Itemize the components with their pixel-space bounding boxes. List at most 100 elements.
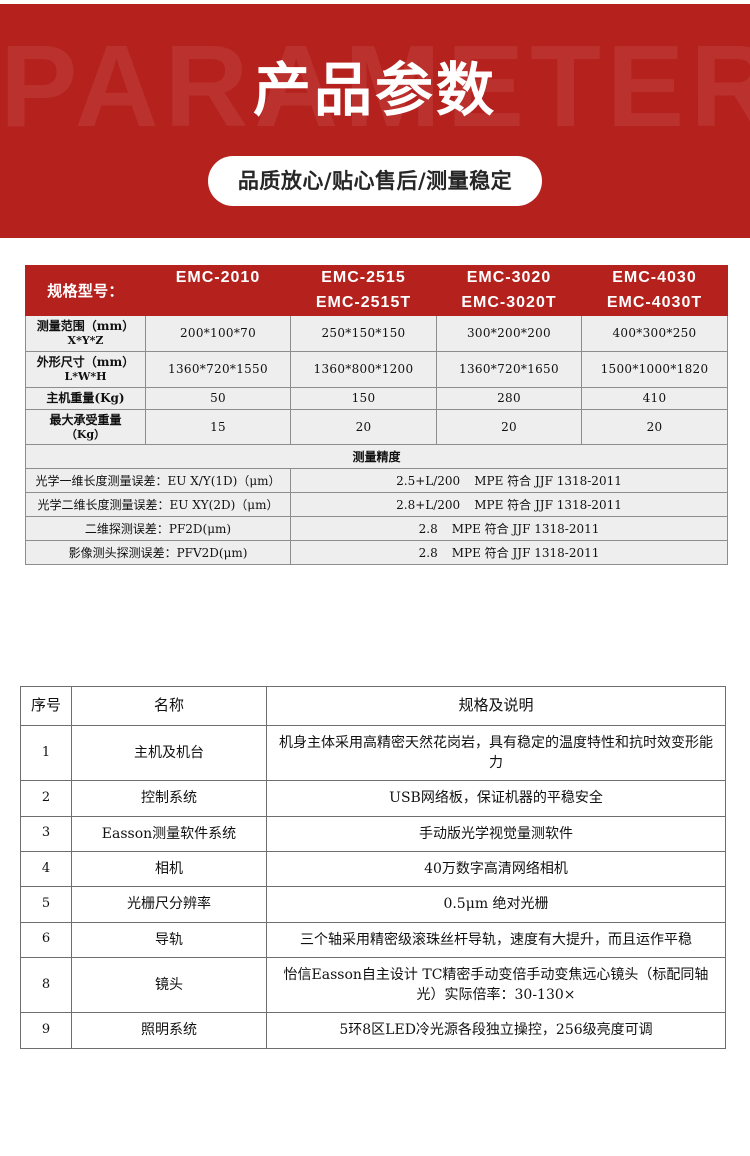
- page-banner: PARAMETER 产品参数 品质放心/贴心售后/测量稳定: [0, 4, 750, 238]
- spec-row-label-main: 测量范围（mm）: [36, 319, 135, 333]
- spec-row-measuring-range: 测量范围（mm） X*Y*Z 200*100*70 250*150*150 30…: [25, 315, 728, 352]
- component-desc: 机身主体采用高精密天然花岗岩，具有稳定的温度特性和抗时效变形能力: [266, 724, 726, 782]
- spec-cell: 280: [436, 386, 582, 410]
- spec-row-label-main: 最大承受重量: [49, 412, 122, 427]
- spec-row-label-sub: X*Y*Z: [67, 334, 104, 347]
- spec-model-blank: [145, 290, 291, 316]
- accuracy-value-note: MPE 符合 JJF 1318-2011: [474, 474, 622, 489]
- accuracy-value-number: 2.8: [418, 522, 438, 537]
- table-row: 4 相机 40万数字高清网络相机: [20, 850, 726, 888]
- spec-cell: 1360*800*1200: [290, 350, 437, 388]
- component-name: 相机: [71, 850, 267, 888]
- table-row: 5 光栅尺分辨率 0.5μm 绝对光栅: [20, 886, 726, 923]
- components-header-no: 序号: [20, 686, 72, 726]
- page-title: 产品参数: [252, 56, 497, 124]
- spec-model-emc-2515: EMC-2515: [290, 265, 437, 291]
- component-no: 9: [20, 1012, 72, 1049]
- component-no: 3: [20, 815, 72, 852]
- spec-model-emc-2010: EMC-2010: [145, 265, 291, 291]
- spec-cell: 150: [290, 386, 437, 410]
- accuracy-label: 光学二维长度测量误差：EU XY(2D)（μm）: [25, 492, 291, 518]
- components-header-row: 序号 名称 规格及说明: [20, 686, 726, 726]
- accuracy-value-note: MPE 符合 JJF 1318-2011: [451, 546, 600, 561]
- accuracy-value-number: 2.5+L/200: [396, 474, 461, 489]
- spec-row-label: 外形尺寸（mm） L*W*H: [25, 350, 146, 388]
- spec-cell: 20: [290, 408, 437, 446]
- component-desc: 5环8区LED冷光源各段独立操控，256级亮度可调: [266, 1012, 726, 1049]
- components-header-desc: 规格及说明: [266, 686, 726, 726]
- component-no: 8: [20, 956, 72, 1014]
- component-name: 导轨: [71, 921, 267, 958]
- components-table: 序号 名称 规格及说明 1 主机及机台 机身主体采用高精密天然花岗岩，具有稳定的…: [20, 686, 726, 1049]
- accuracy-value: 2.5+L/200 MPE 符合 JJF 1318-2011: [290, 468, 728, 494]
- spec-row-label-sub: L*W*H: [64, 369, 107, 383]
- component-no: 2: [20, 780, 72, 817]
- spec-accuracy-row: 二维探测误差：PF2D(μm) 2.8 MPE 符合 JJF 1318-2011: [25, 516, 728, 542]
- spec-cell: 250*150*150: [290, 315, 437, 352]
- spec-cell: 410: [581, 386, 728, 410]
- spec-model-emc-4030t: EMC-4030T: [581, 290, 728, 316]
- component-desc: 手动版光学视觉量测软件: [266, 815, 726, 852]
- spec-row-label-main: 外形尺寸（mm）: [36, 354, 135, 369]
- table-row: 2 控制系统 USB网络板，保证机器的平稳安全: [20, 780, 726, 817]
- spec-model-emc-2515t: EMC-2515T: [290, 290, 437, 316]
- accuracy-value-number: 2.8: [418, 546, 438, 561]
- spec-model-emc-3020: EMC-3020: [436, 265, 582, 291]
- component-no: 6: [20, 921, 72, 958]
- table-row: 1 主机及机台 机身主体采用高精密天然花岗岩，具有稳定的温度特性和抗时效变形能力: [20, 724, 726, 782]
- spec-accuracy-title: 测量精度: [25, 444, 728, 470]
- accuracy-label: 影像测头探测误差：PFV2D(μm): [25, 540, 291, 566]
- spec-header-label: 规格型号：: [25, 265, 146, 316]
- accuracy-label: 二维探测误差：PF2D(μm): [25, 516, 291, 542]
- components-header-name: 名称: [71, 686, 267, 726]
- component-no: 1: [20, 724, 72, 782]
- table-row: 9 照明系统 5环8区LED冷光源各段独立操控，256级亮度可调: [20, 1012, 726, 1049]
- component-no: 4: [20, 850, 72, 888]
- component-name: 主机及机台: [71, 724, 267, 782]
- spec-cell: 200*100*70: [145, 315, 291, 352]
- spec-row-dimensions: 外形尺寸（mm） L*W*H 1360*720*1550 1360*800*12…: [25, 350, 728, 388]
- spec-cell: 20: [581, 408, 728, 446]
- spec-model-emc-4030: EMC-4030: [581, 265, 728, 291]
- spec-header-row-1: 规格型号： EMC-2010 EMC-2515 EMC-3020 EMC-403…: [25, 265, 728, 316]
- component-name: 光栅尺分辨率: [71, 886, 267, 923]
- spec-cell: 20: [436, 408, 582, 446]
- spec-cell: 1360*720*1550: [145, 350, 291, 388]
- component-desc: 怡信Easson自主设计 TC精密手动变倍手动变焦远心镜头（标配同轴光）实际倍率…: [266, 956, 726, 1014]
- component-desc: 0.5μm 绝对光栅: [266, 886, 726, 923]
- spec-accuracy-row: 光学一维长度测量误差：EU X/Y(1D)（μm） 2.5+L/200 MPE 符…: [25, 468, 728, 494]
- component-desc: 三个轴采用精密级滚珠丝杆导轨，速度有大提升，而且运作平稳: [266, 921, 726, 958]
- spec-row-label-main: 主机重量(Kg): [46, 390, 125, 405]
- accuracy-value: 2.8 MPE 符合 JJF 1318-2011: [290, 540, 728, 566]
- accuracy-value: 2.8+L/200 MPE 符合 JJF 1318-2011: [290, 492, 728, 518]
- spec-accuracy-row: 光学二维长度测量误差：EU XY(2D)（μm） 2.8+L/200 MPE 符合…: [25, 492, 728, 518]
- spec-model-emc-3020t: EMC-3020T: [436, 290, 582, 316]
- table-row: 3 Easson测量软件系统 手动版光学视觉量测软件: [20, 815, 726, 852]
- component-name: 照明系统: [71, 1012, 267, 1049]
- banner-watermark-text: PARAMETER: [0, 21, 750, 151]
- spec-row-machine-weight: 主机重量(Kg) 50 150 280 410: [25, 386, 728, 410]
- accuracy-value: 2.8 MPE 符合 JJF 1318-2011: [290, 516, 728, 542]
- spec-table-container: 规格型号： EMC-2010 EMC-2515 EMC-3020 EMC-403…: [25, 265, 728, 566]
- spec-cell: 15: [145, 408, 291, 446]
- component-desc: USB网络板，保证机器的平稳安全: [266, 780, 726, 817]
- spec-row-label-sub: （Kg）: [65, 427, 106, 441]
- accuracy-value-note: MPE 符合 JJF 1318-2011: [474, 498, 622, 513]
- spec-row-max-load: 最大承受重量 （Kg） 15 20 20 20: [25, 408, 728, 446]
- table-row: 8 镜头 怡信Easson自主设计 TC精密手动变倍手动变焦远心镜头（标配同轴光…: [20, 956, 726, 1014]
- accuracy-value-note: MPE 符合 JJF 1318-2011: [451, 522, 600, 537]
- spec-row-label: 测量范围（mm） X*Y*Z: [25, 315, 146, 352]
- component-desc: 40万数字高清网络相机: [266, 850, 726, 888]
- accuracy-label: 光学一维长度测量误差：EU X/Y(1D)（μm）: [25, 468, 291, 494]
- spec-cell: 50: [145, 386, 291, 410]
- spec-accuracy-section-row: 测量精度: [25, 444, 728, 470]
- spec-table: 规格型号： EMC-2010 EMC-2515 EMC-3020 EMC-403…: [25, 265, 728, 566]
- spec-row-label: 主机重量(Kg): [25, 386, 146, 410]
- spec-cell: 1500*1000*1820: [581, 350, 728, 388]
- components-table-container: 序号 名称 规格及说明 1 主机及机台 机身主体采用高精密天然花岗岩，具有稳定的…: [20, 686, 726, 1049]
- spec-cell: 1360*720*1650: [436, 350, 582, 388]
- spec-row-label: 最大承受重量 （Kg）: [25, 408, 146, 446]
- banner-pill-container: 品质放心/贴心售后/测量稳定: [0, 156, 750, 206]
- table-row: 6 导轨 三个轴采用精密级滚珠丝杆导轨，速度有大提升，而且运作平稳: [20, 921, 726, 958]
- spec-cell: 400*300*250: [581, 315, 728, 352]
